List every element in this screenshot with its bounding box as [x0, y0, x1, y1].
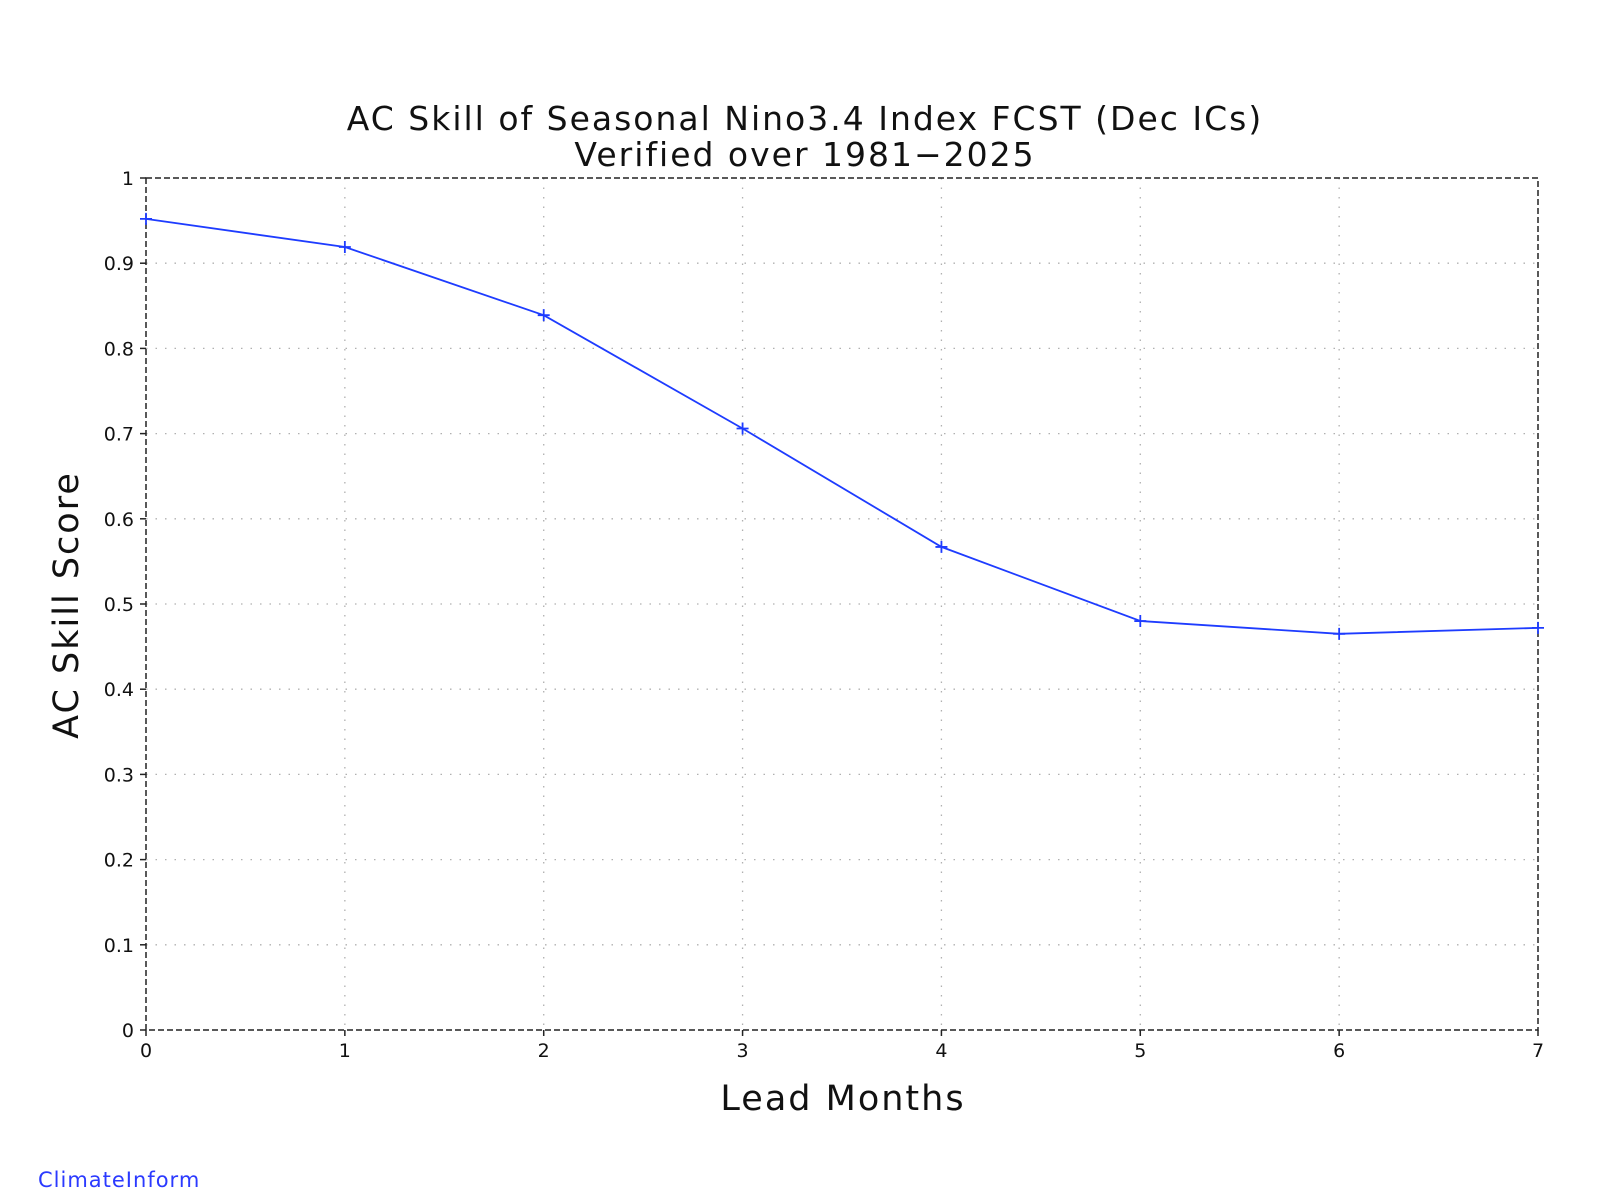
- x-axis-label: Lead Months: [720, 1079, 965, 1119]
- chart-title: AC Skill of Seasonal Nino3.4 Index FCST …: [347, 99, 1263, 138]
- x-tick-label: 3: [737, 1040, 749, 1062]
- x-tick-label: 7: [1532, 1040, 1544, 1062]
- data-point: [1333, 627, 1346, 640]
- y-tick-label: 0.9: [104, 253, 134, 275]
- y-axis-label: AC Skill Score: [47, 471, 87, 739]
- y-tick-label: 0.6: [104, 509, 134, 531]
- data-point: [935, 540, 948, 553]
- grid: [146, 178, 1538, 1030]
- data-point: [537, 309, 550, 322]
- y-tick-label: 1: [122, 168, 134, 190]
- x-tick-label: 5: [1134, 1040, 1146, 1062]
- series-layer: [140, 212, 1544, 640]
- x-tick-label: 0: [140, 1040, 152, 1062]
- data-point: [736, 422, 749, 435]
- y-tick-label: 0.7: [104, 424, 134, 446]
- y-tick-label: 0.1: [104, 935, 134, 957]
- y-tick-label: 0.4: [104, 679, 134, 701]
- y-tick-label: 0.8: [104, 338, 134, 360]
- data-point: [1532, 621, 1544, 634]
- data-point: [1134, 615, 1147, 628]
- chart-subtitle: Verified over 1981−2025: [574, 135, 1035, 174]
- x-tick-label: 6: [1333, 1040, 1345, 1062]
- y-axis: 0 0.1 0.2 0.3 0.4 0.5 0.6 0.7 0.8 0.9 1: [104, 168, 146, 1042]
- x-axis: 0 1 2 3 4 5 6 7: [140, 1030, 1544, 1062]
- y-tick-label: 0.5: [104, 594, 134, 616]
- series-line: [145, 218, 1539, 635]
- y-tick-label: 0: [122, 1020, 134, 1042]
- plot-frame: [145, 177, 1539, 1031]
- x-tick-label: 2: [538, 1040, 550, 1062]
- data-point: [140, 212, 152, 225]
- y-tick-label: 0.3: [104, 764, 134, 786]
- y-tick-label: 0.2: [104, 850, 134, 872]
- data-point: [338, 241, 351, 254]
- x-tick-label: 4: [935, 1040, 947, 1062]
- x-tick-label: 1: [339, 1040, 351, 1062]
- brand-label: ClimateInform: [38, 1168, 201, 1192]
